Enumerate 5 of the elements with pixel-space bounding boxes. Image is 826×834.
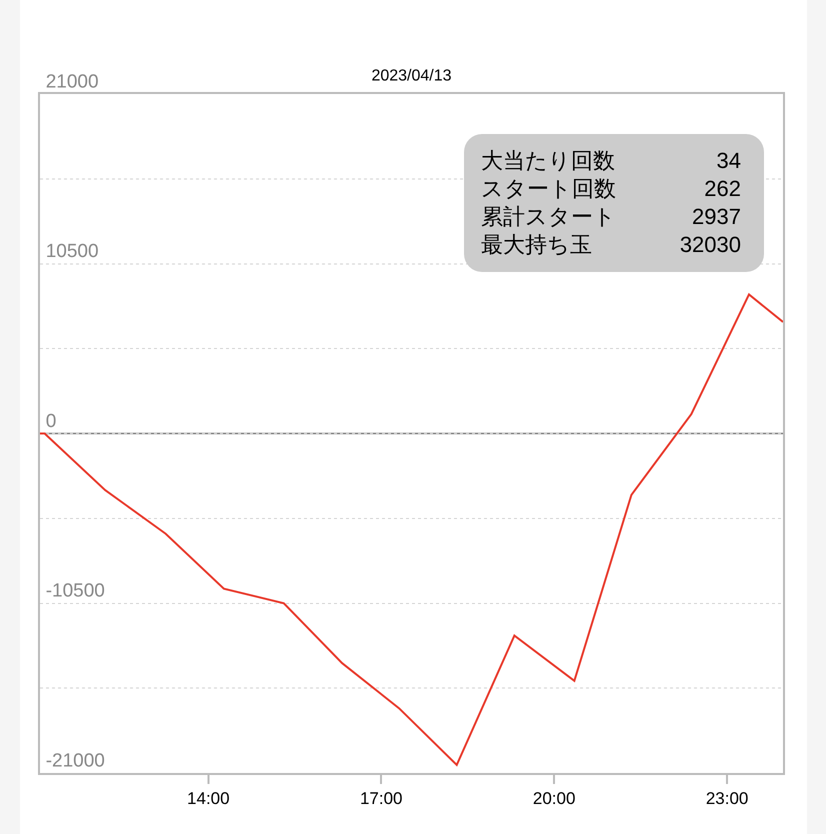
y-tick-label: -21000 xyxy=(46,750,105,772)
y-tick-label: 21000 xyxy=(46,71,99,92)
y-tick-label: 0 xyxy=(46,410,56,432)
y-tick-label: -10500 xyxy=(46,580,105,602)
y-tick-label: 10500 xyxy=(46,241,99,262)
